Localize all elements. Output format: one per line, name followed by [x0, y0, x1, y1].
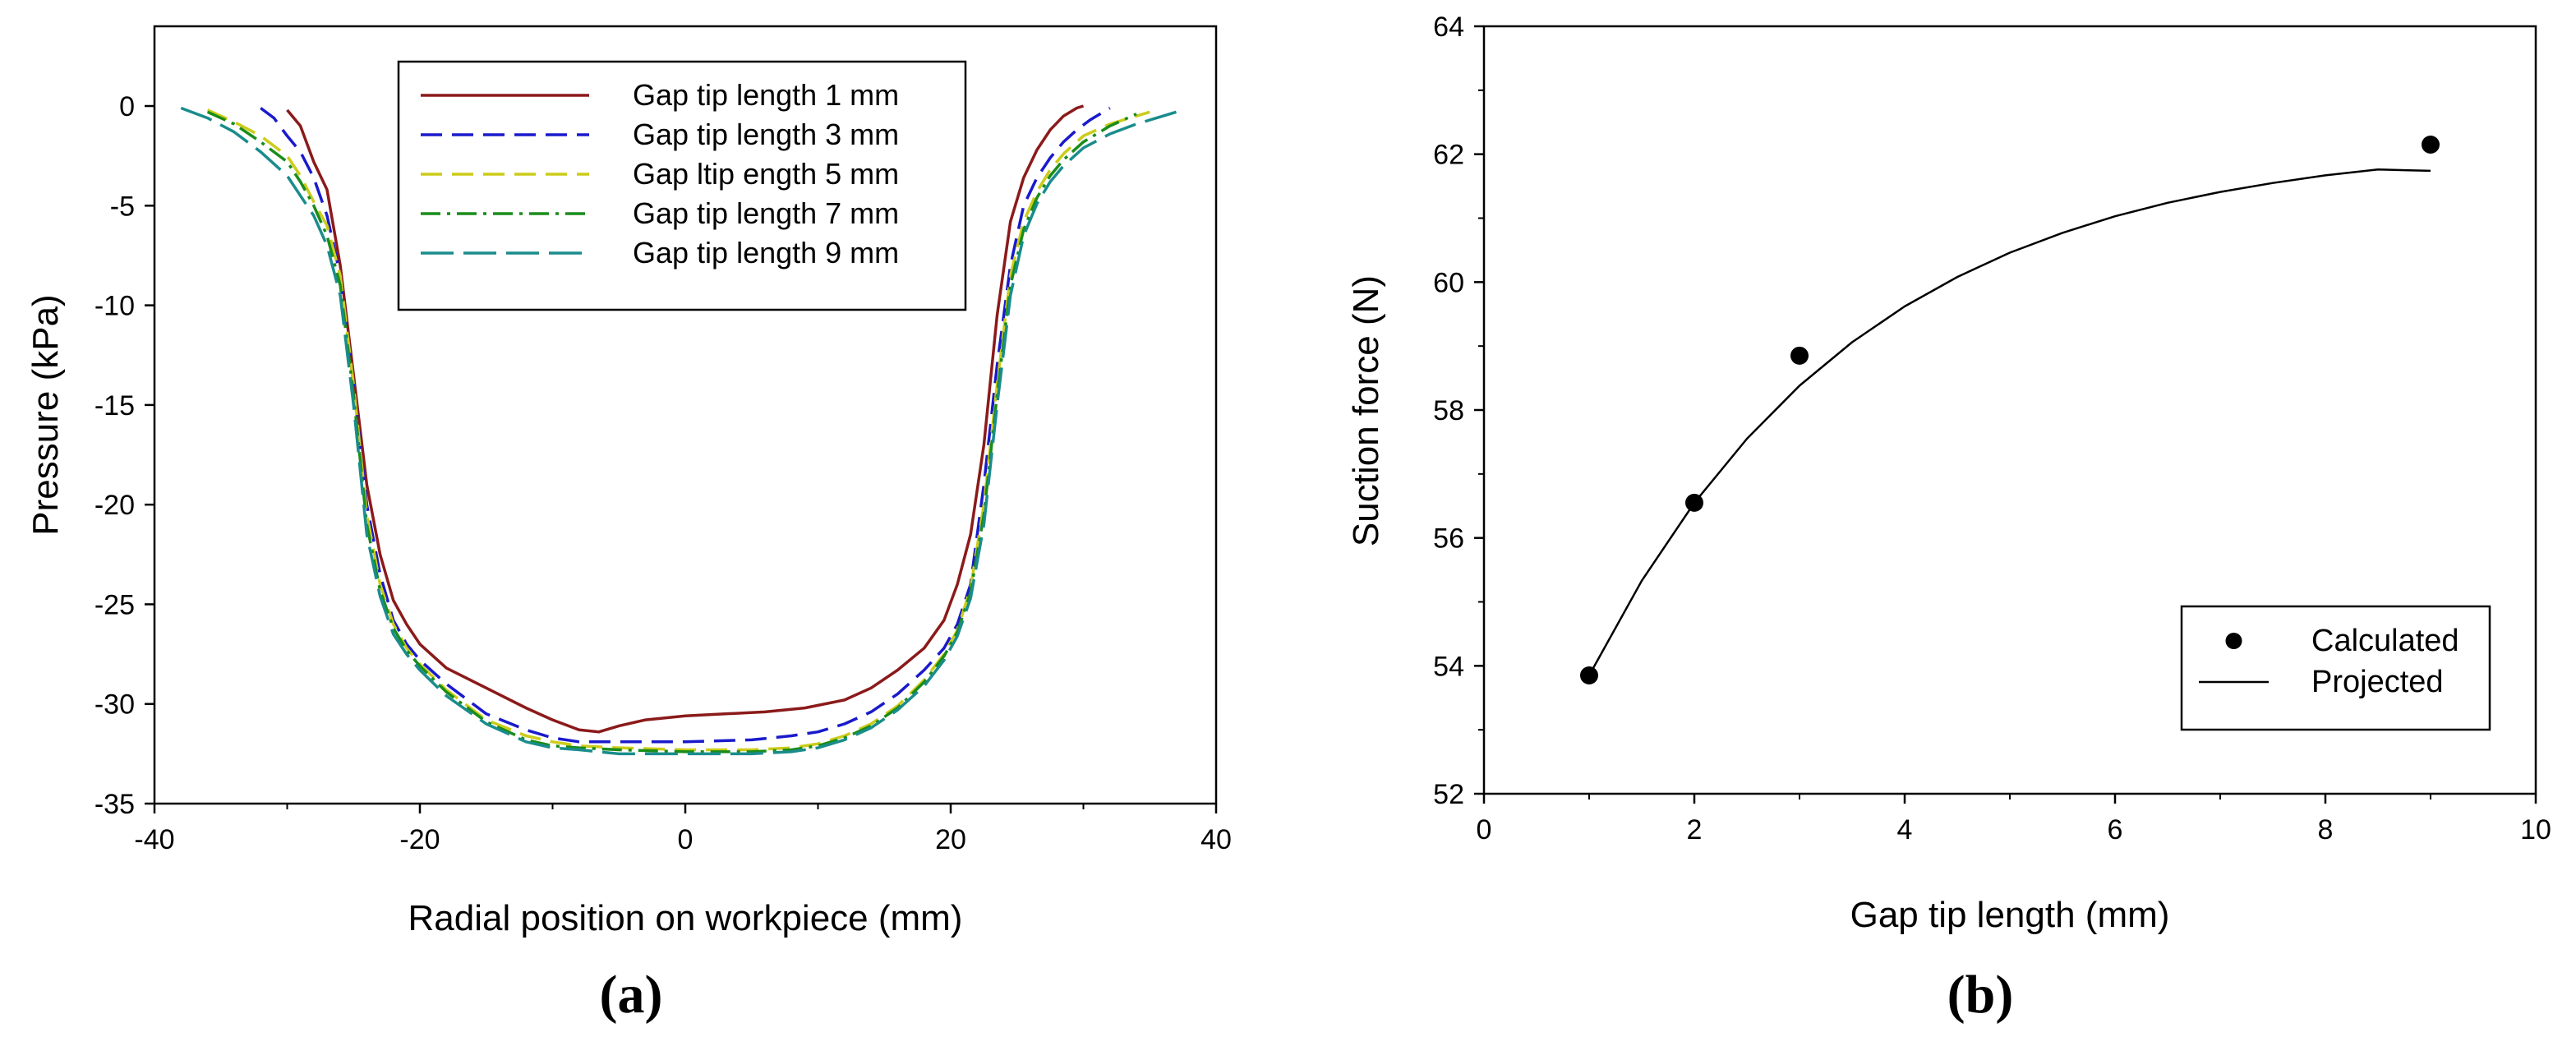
x-tick-label: 8 [2318, 814, 2334, 846]
panel-b-x-axis-title: Gap tip length (mm) [1850, 895, 2170, 935]
y-tick-label: -10 [94, 291, 135, 322]
y-tick-label: 60 [1433, 267, 1464, 298]
legend-label: Gap ltip ength 5 mm [633, 157, 899, 191]
panel-b-scatter-chart: 0 2 4 6 8 10 52 54 56 58 60 62 64 Calculated Project… [1346, 12, 2551, 1025]
panel-b-y-axis-title: Suction force (N) [1346, 275, 1386, 546]
y-tick-label: 54 [1433, 651, 1464, 682]
x-tick-label: 40 [1200, 824, 1232, 855]
x-tick-label: -20 [399, 824, 440, 855]
panel-b-legend-box [2180, 605, 2491, 731]
x-tick-label: 10 [2520, 814, 2551, 846]
panel-b-label: (b) [1947, 965, 2014, 1025]
y-tick-label: -15 [94, 390, 135, 422]
data-point [1580, 666, 1598, 685]
y-tick-label: 64 [1433, 12, 1464, 43]
panel-a-x-axis: -40 -20 0 20 40 [134, 804, 1232, 855]
panel-a-line-chart: -40 -20 0 20 40 0 -5 -10 -15 -20 -25 -30 -35 Gap ti… [25, 25, 1232, 1025]
x-tick-label: -40 [134, 824, 174, 855]
y-tick-label: -20 [94, 490, 135, 521]
panel-b-series-group [1580, 135, 2440, 685]
x-tick-label: 2 [1687, 814, 1703, 846]
y-tick-label: 56 [1433, 523, 1464, 555]
panel-a-label: (a) [600, 965, 663, 1025]
legend-marker [2225, 633, 2242, 649]
legend-label: Calculated [2311, 624, 2459, 658]
panel-a-y-axis-title: Pressure (kPa) [25, 294, 66, 535]
series-line [206, 110, 1137, 753]
panel-b-x-axis: 0 2 4 6 8 10 [1477, 794, 2551, 846]
y-tick-label: -25 [94, 589, 135, 620]
panel-a-series-group [180, 104, 1177, 756]
y-tick-label: 52 [1433, 779, 1464, 810]
panel-a-legend-box [397, 60, 967, 311]
y-tick-label: -5 [110, 191, 135, 222]
y-tick-label: -35 [94, 789, 135, 820]
legend-label: Gap tip length 3 mm [633, 118, 899, 151]
panel-a-x-axis-title: Radial position on workpiece (mm) [408, 898, 963, 938]
y-tick-label: 0 [119, 91, 135, 122]
series-line [286, 104, 1085, 734]
series-line [180, 106, 1177, 756]
x-tick-label: 20 [935, 824, 966, 855]
legend-label: Gap tip length 9 mm [633, 236, 899, 270]
panel-a-legend: Gap tip length 1 mm Gap tip length 3 mm Ga… [397, 60, 967, 311]
y-tick-label: 62 [1433, 140, 1464, 171]
x-tick-label: 6 [2108, 814, 2123, 846]
panel-b-y-axis: 52 54 56 58 60 62 64 [1433, 12, 1484, 810]
legend-label: Projected [2311, 665, 2444, 699]
y-tick-label: 58 [1433, 395, 1464, 426]
legend-label: Gap tip length 1 mm [633, 78, 899, 112]
x-tick-label: 0 [678, 824, 694, 855]
panel-a-y-axis: 0 -5 -10 -15 -20 -25 -30 -35 [94, 91, 154, 820]
data-point [1790, 346, 1809, 365]
x-tick-label: 4 [1897, 814, 1913, 846]
panel-a-legend-entries: Gap tip length 1 mm Gap tip length 3 mm Ga… [421, 78, 899, 270]
series-line [1588, 168, 2431, 676]
y-tick-label: -30 [94, 689, 135, 721]
panel-b-legend-entries: Calculated Projected [2199, 624, 2459, 699]
x-tick-label: 0 [1477, 814, 1492, 846]
series-line [206, 108, 1150, 752]
panel-b-legend: Calculated Projected [2180, 605, 2491, 731]
data-point [2422, 135, 2440, 154]
legend-label: Gap tip length 7 mm [633, 196, 899, 230]
